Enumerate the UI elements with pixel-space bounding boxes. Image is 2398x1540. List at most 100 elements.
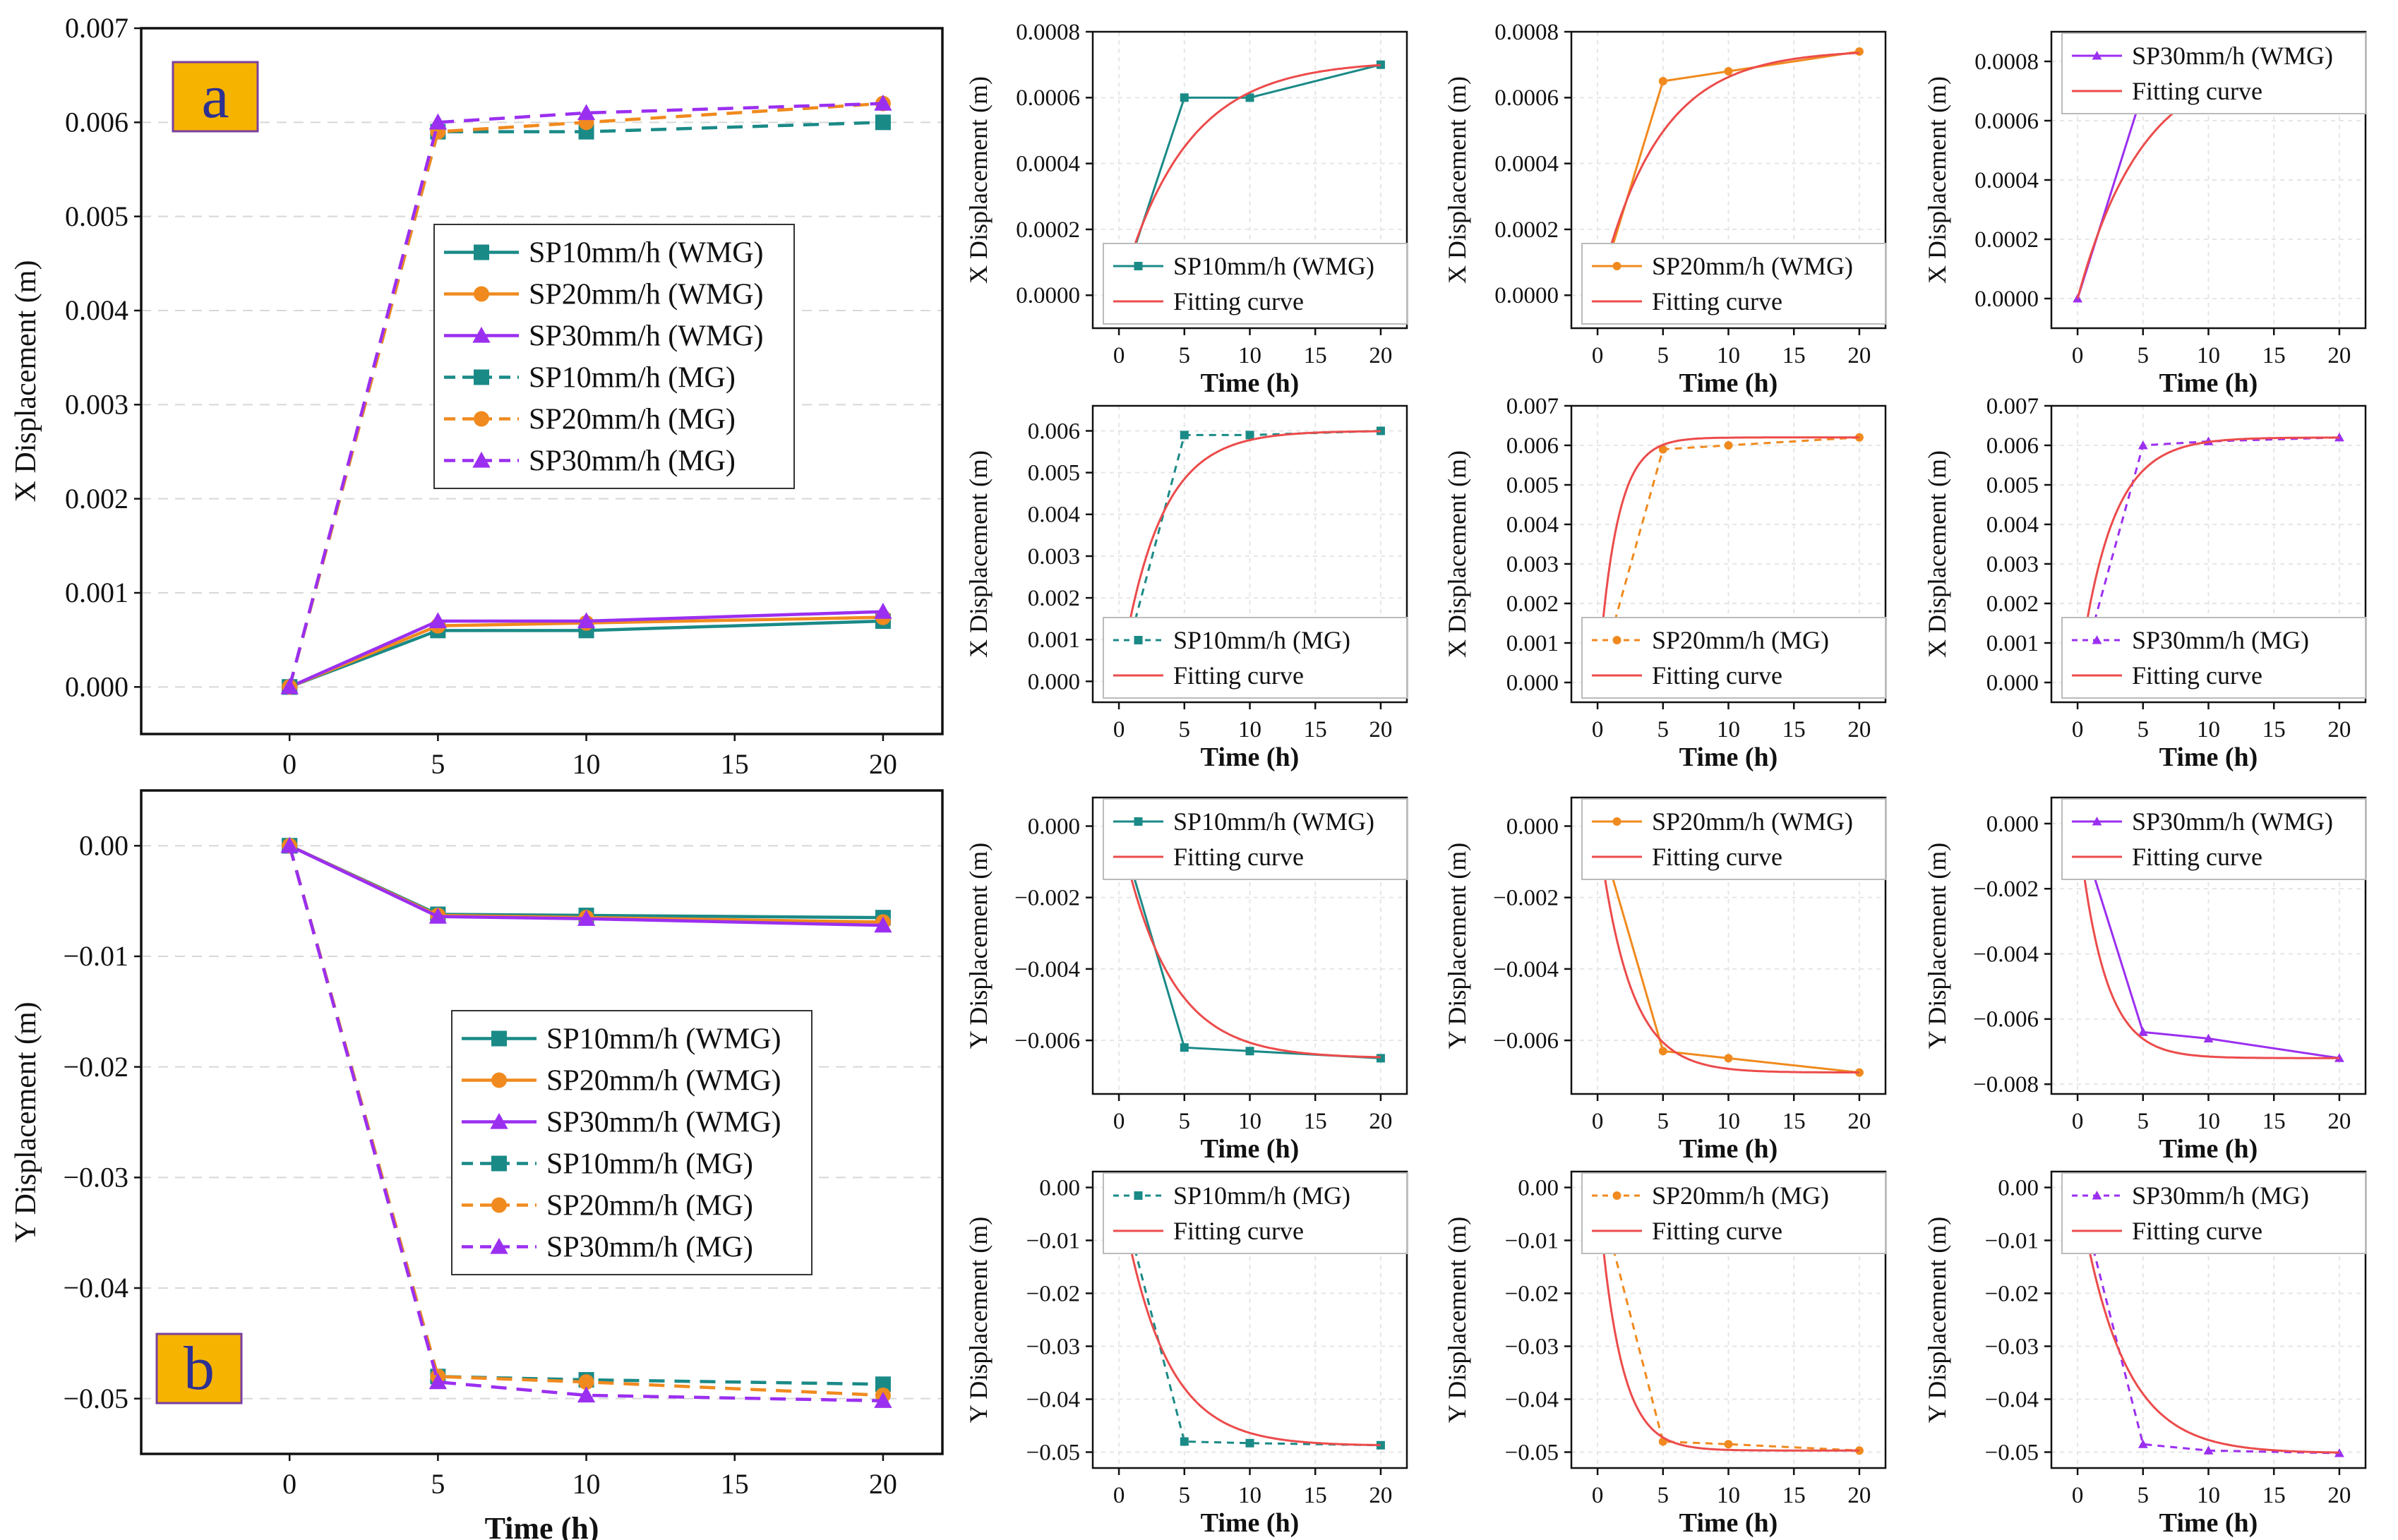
y-tick-label: −0.01 [63,940,128,972]
y-tick-label: −0.02 [1505,1281,1559,1306]
y-tick-label: 0.004 [65,294,128,326]
legend-marker [2092,1191,2102,1200]
y-tick-label: 0.0006 [1016,85,1080,111]
y-axis-label: X Displacement (m) [1443,76,1471,284]
series-line [2076,823,2340,1059]
data-point [1245,1438,1254,1448]
y-tick-label: 0.004 [1506,512,1559,538]
x-tick-label: 10 [1238,343,1261,368]
y-tick-label: −0.05 [1985,1440,2039,1465]
y-tick-label: −0.002 [1493,886,1559,911]
x-tick-label: 0 [2072,717,2084,742]
y-tick-label: 0.0000 [1974,287,2039,312]
x-tick-label: 0 [282,748,296,780]
legend-box [1103,1172,1408,1254]
fitting-curve [1117,826,1381,1059]
x-tick-label: 10 [1238,1483,1261,1508]
legend-label: SP20mm/h (MG) [1652,1181,1829,1210]
legend: SP30mm/h (MG) Fitting curve [2061,1172,2366,1254]
legend-label: SP20mm/h (WMG) [1652,252,1853,280]
y-tick-label: 0.0008 [1016,20,1080,45]
x-tick-label: 0 [1113,1109,1125,1134]
x-tick-label: 5 [431,748,445,780]
data-point [280,678,299,694]
series-line [289,619,883,689]
y-tick-label: −0.004 [1973,942,2039,967]
data-point [577,104,596,121]
data-point [1245,1047,1254,1056]
data-point [1376,426,1385,435]
y-axis-label: X Displacement (m) [10,260,42,503]
x-axis-label: Time (h) [1201,742,1300,772]
x-tick-label: 15 [2262,1109,2286,1134]
legend-label: SP20mm/h (WMG) [1652,807,1853,836]
y-tick-label: 0.003 [1028,544,1080,570]
y-tick-label: 0.001 [1028,627,1080,653]
x-tick-label: 0 [1113,343,1125,368]
x-tick-label: 10 [572,748,601,780]
x-tick-label: 15 [2262,1483,2286,1508]
data-point [1724,1440,1733,1449]
legend-label: Fitting curve [2132,843,2262,871]
fitting-curve [1117,1187,1381,1447]
legend-marker [2092,635,2102,644]
data-point [1658,445,1667,454]
legend-marker [1134,817,1143,826]
legend-box [1103,243,1408,325]
fitting-curve [1596,826,1859,1074]
legend-label: Fitting curve [2132,77,2262,105]
data-point [428,907,448,924]
y-tick-label: 0.003 [1986,552,2039,577]
legend-box [1581,1172,1886,1254]
y-tick-label: 0.007 [65,12,128,44]
legend-label: Fitting curve [1173,843,1304,871]
x-tick-label: 20 [1369,1109,1392,1134]
data-point [2203,1033,2214,1043]
x-tick-label: 0 [2072,1109,2084,1134]
legend-marker [1612,1191,1621,1200]
data-point [1376,1440,1385,1450]
legend-label: SP10mm/h (WMG) [1173,252,1374,280]
legend: SP20mm/h (WMG) Fitting curve [1581,243,1886,325]
y-tick-label: 0.002 [1028,586,1080,611]
legend-marker [474,411,489,427]
y-axis-label: X Displacement (m) [1923,450,1951,658]
y-tick-label: 0.00 [1518,1175,1559,1201]
legend-label: SP30mm/h (WMG) [2132,42,2333,70]
y-tick-label: −0.006 [1014,1028,1080,1054]
legend-label: Fitting curve [1652,843,1782,871]
legend: SP10mm/h (MG) Fitting curve [1103,1172,1408,1254]
y-axis-label: Y Displacement (m) [964,1217,993,1424]
x-tick-label: 20 [1369,717,1392,742]
y-axis-label: Y Displacement (m) [1923,1217,1951,1424]
legend-marker [491,1197,507,1213]
fitting-curve [1117,64,1381,296]
data-point [577,612,596,629]
y-tick-label: −0.02 [63,1051,128,1083]
x-tick-label: 15 [1782,1483,1806,1508]
x-tick-label: 15 [721,1468,749,1500]
y-tick-label: 0.00 [1039,1175,1080,1201]
legend-box [1581,617,1886,699]
y-tick-label: 0.007 [1986,394,2039,419]
legend-label: SP30mm/h (WMG) [529,320,764,353]
x-tick-label: 0 [1592,1483,1604,1508]
data-point [428,612,448,629]
x-tick-label: 5 [2138,1109,2150,1134]
data-point [2138,1027,2148,1036]
chart-x-mg-20: 0.000 0.001 0.002 0.003 0.004 0.005 0.006 0.007… [1443,394,1887,772]
legend-label: SP10mm/h (WMG) [529,237,764,270]
x-tick-label: 5 [1179,343,1191,368]
y-tick-label: 0.00 [1998,1175,2039,1201]
data-point [1180,1043,1189,1052]
legend: SP20mm/h (WMG) Fitting curve [1581,798,1886,880]
y-tick-label: 0.0008 [1494,20,1559,45]
y-axis-label: Y Displacement (m) [1443,1217,1471,1424]
x-tick-label: 10 [2197,717,2220,742]
x-tick-label: 5 [1179,1483,1191,1508]
series-line [288,845,883,1403]
data-point [1245,431,1254,440]
x-axis-label: Time (h) [1679,1508,1778,1538]
data-point [1854,1446,1864,1455]
data-point [2203,1445,2214,1455]
